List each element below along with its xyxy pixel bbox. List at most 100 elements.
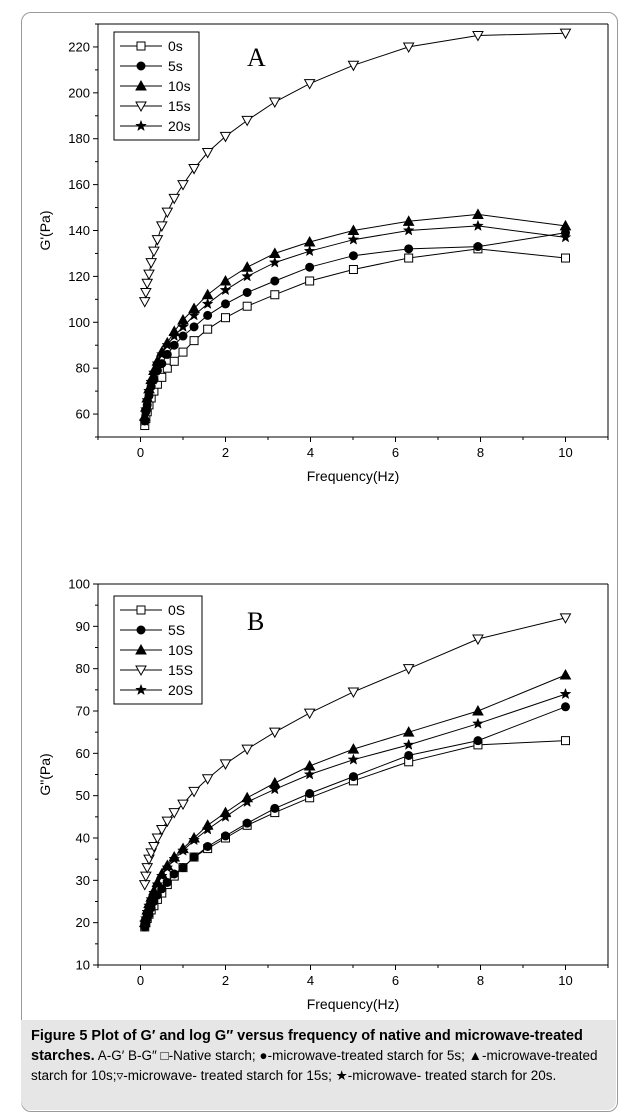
data-point-15S (559, 613, 572, 624)
data-point-0s (242, 301, 252, 311)
data-point-5s (348, 251, 358, 261)
data-point-5s (189, 322, 199, 332)
data-point-0s (404, 253, 414, 263)
x-tick-label: 0 (137, 973, 144, 988)
data-point-5s (242, 287, 252, 297)
chart-panel-b: 0 2 4 6 8 10 10 20 30 40 50 60 70 80 90 100 Frequency(Hz… (37, 577, 609, 1012)
data-point-15S (303, 708, 316, 720)
data-point-20S (161, 861, 174, 873)
data-point-0s (203, 324, 213, 334)
data-point-10S (402, 726, 415, 737)
data-point-20s (141, 394, 154, 406)
data-point-20S (168, 852, 181, 865)
y-tick-label: 160 (68, 177, 90, 192)
data-point-20s (347, 233, 360, 245)
y-tick-label: 180 (68, 131, 90, 146)
series-line-15s (144, 32, 566, 302)
data-point-20s (161, 339, 174, 351)
legend-marker (136, 41, 146, 51)
data-point-20s (148, 366, 160, 378)
legend-label: 15S (168, 662, 193, 678)
data-point-15S (241, 744, 254, 756)
data-point-5s (404, 244, 414, 254)
data-point-5s (270, 276, 280, 286)
data-point-15s (143, 269, 155, 281)
data-point-20s (177, 320, 189, 332)
data-point-15S (402, 664, 415, 675)
data-point-5S (561, 702, 570, 712)
data-point-20s (559, 231, 572, 243)
x-tick-label: 4 (307, 973, 314, 988)
figure-frame (21, 12, 618, 1112)
data-point-20s (155, 348, 168, 360)
data-point-15S (188, 786, 200, 798)
data-point-5S (270, 803, 280, 813)
data-point-20s (188, 309, 200, 321)
y-tick-label: 60 (76, 746, 90, 761)
series-line-20S (144, 693, 566, 923)
legend-label: 20s (168, 118, 191, 134)
data-point-0s (169, 356, 179, 366)
x-tick-label: 10 (558, 973, 572, 988)
data-point-5s (178, 331, 188, 341)
data-point-15s (140, 287, 152, 299)
data-point-10s (201, 288, 214, 300)
y-tick-label: 60 (76, 407, 90, 422)
data-point-5S (305, 789, 315, 799)
legend-marker (135, 665, 147, 677)
data-point-20S (201, 823, 214, 835)
data-point-15s (168, 193, 181, 205)
data-point-20s (138, 414, 151, 426)
data-point-5S (189, 852, 199, 862)
data-point-20s (139, 403, 152, 415)
data-point-0s (221, 313, 230, 323)
data-point-0s (162, 363, 172, 373)
data-point-20s (151, 357, 164, 369)
legend-marker (135, 101, 147, 113)
data-point-15s (151, 235, 164, 246)
data-point-20S (219, 810, 232, 822)
data-point-20s (472, 219, 484, 231)
data-point-20S (155, 869, 168, 882)
legend-label: 10s (168, 78, 191, 94)
y-tick-label: 10 (76, 958, 90, 973)
data-point-15s (347, 60, 360, 72)
figure-caption: Figure 5 Plot of G′ and log G″ versus fr… (21, 1020, 616, 1110)
data-point-5S (169, 869, 179, 879)
data-point-15s (303, 79, 316, 90)
data-point-20S (177, 844, 189, 856)
legend-label: 0s (168, 38, 183, 54)
y-tick-label: 120 (68, 269, 90, 284)
legend-marker (135, 643, 147, 655)
data-point-15s (402, 42, 415, 53)
series-line-5S (144, 706, 566, 928)
data-point-15S (219, 759, 232, 770)
x-axis-title: Frequency(Hz) (307, 468, 400, 484)
data-point-10s (241, 261, 254, 272)
data-point-5S (178, 863, 188, 873)
panel-letter: B (247, 607, 264, 636)
x-tick-label: 10 (558, 445, 572, 460)
data-point-15S (141, 863, 154, 874)
data-point-20S (347, 753, 360, 765)
data-point-5s (305, 262, 315, 272)
data-point-20S (472, 717, 484, 729)
data-point-15S (347, 687, 360, 698)
y-axis-title: G'(Pa) (37, 210, 53, 250)
data-point-20S (268, 783, 281, 795)
y-tick-label: 30 (76, 873, 90, 888)
data-point-15S (155, 825, 168, 836)
legend-label: 5s (168, 58, 183, 74)
y-tick-label: 70 (76, 704, 90, 719)
data-point-20S (145, 893, 158, 905)
data-point-10s (559, 219, 572, 231)
data-point-20S (151, 878, 164, 890)
data-point-0s (305, 276, 315, 286)
y-tick-label: 100 (68, 315, 90, 330)
data-point-15s (161, 207, 174, 219)
y-tick-label: 20 (76, 915, 90, 930)
y-tick-label: 50 (76, 788, 90, 803)
data-point-15S (138, 880, 151, 891)
data-point-20s (145, 375, 158, 387)
data-point-20s (168, 329, 181, 342)
